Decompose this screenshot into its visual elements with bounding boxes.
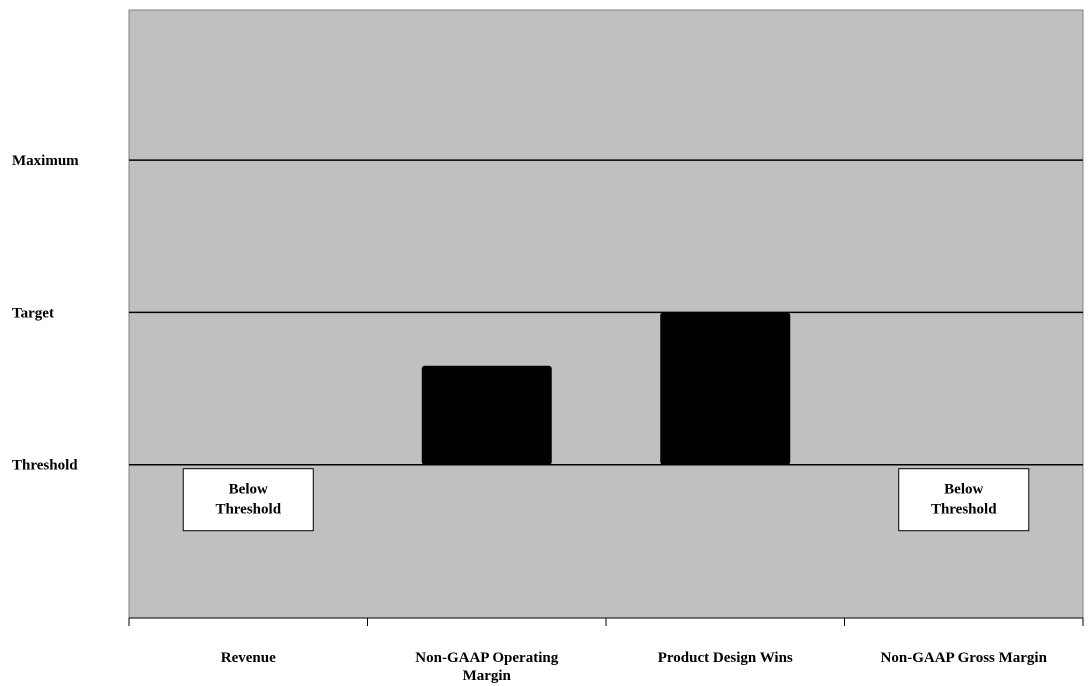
bar: [660, 312, 791, 465]
level-label-target: Target: [12, 305, 54, 321]
category-label: Revenue: [221, 650, 276, 666]
below-threshold-box: [898, 468, 1030, 532]
below-threshold-label: Below Threshold: [215, 482, 281, 518]
level-label-maximum: Maximum: [12, 153, 79, 169]
category-label: Non-GAAP Operating Margin: [415, 650, 558, 684]
bar: [421, 365, 552, 465]
category-label: Non-GAAP Gross Margin: [881, 650, 1048, 666]
below-threshold-box: [182, 468, 314, 532]
level-label-threshold: Threshold: [12, 458, 78, 474]
category-label: Product Design Wins: [658, 650, 793, 666]
below-threshold-label: Below Threshold: [931, 482, 997, 518]
